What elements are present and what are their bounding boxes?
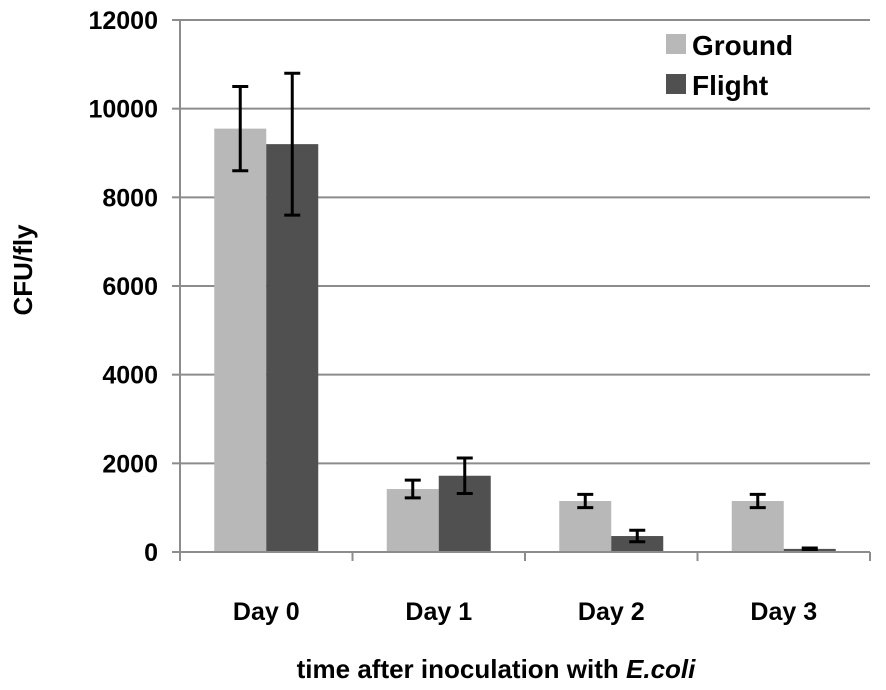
- legend: Ground Flight: [666, 30, 793, 101]
- bar-flight: [611, 536, 664, 552]
- bar-ground: [731, 501, 784, 552]
- error-bars: [232, 71, 818, 552]
- x-axis-title-italic: E.coli: [626, 654, 696, 684]
- y-tick-label: 10000: [88, 96, 158, 124]
- y-tick-label: 2000: [102, 450, 158, 478]
- x-tick-label: Day 2: [578, 598, 645, 626]
- bars: [214, 128, 836, 552]
- legend-swatch-flight: [666, 74, 686, 94]
- y-tick-labels: 0 2000 4000 6000 8000 10000 12000: [88, 7, 158, 567]
- bar-ground: [386, 489, 439, 552]
- y-tick-label: 12000: [88, 7, 158, 35]
- y-tick-label: 8000: [102, 184, 158, 212]
- axes: [172, 19, 871, 561]
- legend-label-ground: Ground: [692, 30, 793, 61]
- y-tick-label: 6000: [102, 273, 158, 301]
- legend-swatch-ground: [666, 34, 686, 54]
- x-tick-labels: Day 0 Day 1 Day 2 Day 3: [233, 598, 817, 626]
- y-tick-label: 4000: [102, 362, 158, 390]
- x-axis-title: time after inoculation with E.coli: [297, 654, 696, 684]
- x-tick-label: Day 1: [405, 598, 472, 626]
- x-tick-label: Day 0: [233, 598, 300, 626]
- y-tick-label: 0: [144, 539, 158, 567]
- x-axis-title-main: time after inoculation with: [297, 654, 626, 684]
- x-tick-label: Day 3: [750, 598, 817, 626]
- y-axis-title: CFU/fly: [8, 224, 38, 316]
- bar-ground: [559, 501, 612, 552]
- bar-ground: [214, 128, 267, 552]
- legend-label-flight: Flight: [692, 70, 768, 101]
